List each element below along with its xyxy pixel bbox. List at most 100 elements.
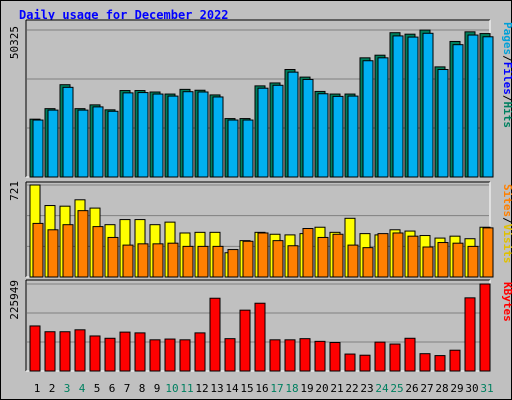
bar-visits_sites-sites-18 [287, 245, 299, 278]
bar-kbytes-kbytes-22 [344, 353, 356, 372]
x-tick-label: 19 [300, 382, 313, 395]
bar-kbytes-kbytes-9 [149, 339, 161, 372]
bar-visits_sites-sites-15 [242, 240, 254, 278]
bar-kbytes-kbytes-15 [239, 309, 251, 372]
legend-item: / [501, 55, 512, 62]
bar-kbytes-kbytes-1 [29, 325, 41, 372]
bar-visits_sites-sites-27 [422, 246, 434, 278]
bar-visits_sites-sites-9 [152, 243, 164, 278]
bar-kbytes-kbytes-5 [89, 335, 101, 372]
bar-kbytes-kbytes-7 [119, 331, 131, 372]
bar-hits_files-files-15 [242, 119, 254, 178]
bar-hits_files-files-14 [227, 119, 239, 178]
bar-kbytes-kbytes-21 [329, 342, 341, 372]
bar-kbytes-kbytes-16 [254, 302, 266, 372]
x-tick-label: 13 [210, 382, 223, 395]
bar-kbytes-kbytes-31 [479, 283, 491, 372]
bar-visits_sites-sites-30 [467, 245, 479, 278]
x-tick-label: 16 [255, 382, 268, 395]
bar-visits_sites-sites-17 [272, 240, 284, 278]
x-tick-label: 12 [195, 382, 208, 395]
bar-kbytes-kbytes-17 [269, 339, 281, 372]
bar-visits_sites-sites-6 [107, 236, 119, 278]
x-tick-label: 6 [109, 382, 116, 395]
bar-kbytes-kbytes-26 [404, 337, 416, 372]
bar-kbytes-kbytes-6 [104, 337, 116, 372]
ymax-label-visits_sites: 721 [8, 181, 21, 201]
x-tick-label: 20 [315, 382, 328, 395]
x-tick-label: 5 [94, 382, 101, 395]
bar-hits_files-files-3 [62, 86, 74, 178]
bar-hits_files-files-31 [482, 36, 494, 178]
bar-visits_sites-sites-22 [347, 244, 359, 278]
bar-hits_files-files-25 [392, 35, 404, 178]
legend-item: / [501, 95, 512, 102]
bar-kbytes-kbytes-20 [314, 340, 326, 372]
bar-hits_files-files-20 [317, 93, 329, 178]
bar-visits_sites-sites-3 [62, 224, 74, 278]
x-tick-label: 15 [240, 382, 253, 395]
bar-kbytes-kbytes-27 [419, 353, 431, 372]
bar-kbytes-kbytes-10 [164, 338, 176, 372]
x-tick-label: 31 [480, 382, 493, 395]
bar-hits_files-files-29 [452, 44, 464, 178]
x-tick-label: 4 [79, 382, 86, 395]
x-tick-label: 9 [154, 382, 161, 395]
bar-visits_sites-sites-16 [257, 232, 269, 278]
bar-hits_files-files-10 [167, 95, 179, 178]
bar-visits_sites-sites-10 [167, 242, 179, 278]
bar-hits_files-files-11 [182, 91, 194, 178]
bar-hits_files-files-1 [32, 119, 44, 178]
bar-visits_sites-sites-7 [122, 244, 134, 278]
x-tick-label: 11 [180, 382, 193, 395]
x-tick-label: 24 [375, 382, 389, 395]
bar-visits_sites-sites-19 [302, 228, 314, 278]
x-tick-label: 22 [345, 382, 358, 395]
bar-hits_files-files-2 [47, 109, 59, 178]
bar-visits_sites-sites-13 [212, 245, 224, 278]
x-tick-label: 2 [49, 382, 56, 395]
bar-visits_sites-sites-5 [92, 226, 104, 278]
bar-visits_sites-sites-11 [182, 245, 194, 278]
bar-visits_sites-sites-26 [407, 235, 419, 278]
bar-visits_sites-sites-20 [317, 236, 329, 278]
bar-hits_files-files-4 [77, 109, 89, 178]
x-tick-label: 27 [420, 382, 433, 395]
x-tick-label: 26 [405, 382, 418, 395]
bar-visits_sites-sites-12 [197, 245, 209, 278]
legend-item: Visits [501, 224, 512, 264]
x-tick-label: 3 [64, 382, 71, 395]
bar-kbytes-kbytes-8 [134, 332, 146, 372]
bar-kbytes-kbytes-14 [224, 338, 236, 372]
bar-hits_files-files-24 [377, 57, 389, 178]
bar-kbytes-kbytes-4 [74, 329, 86, 372]
bar-kbytes-kbytes-2 [44, 331, 56, 372]
bar-kbytes-kbytes-12 [194, 332, 206, 372]
bar-kbytes-kbytes-25 [389, 343, 401, 372]
bar-visits_sites-sites-25 [392, 232, 404, 278]
bar-hits_files-files-9 [152, 93, 164, 178]
x-tick-label: 7 [124, 382, 131, 395]
bar-visits_sites-sites-23 [362, 247, 374, 278]
bar-visits_sites-sites-4 [77, 210, 89, 278]
legend-item: Hits [501, 102, 512, 129]
bar-kbytes-kbytes-3 [59, 331, 71, 372]
bar-hits_files-files-22 [347, 95, 359, 178]
bar-kbytes-kbytes-18 [284, 339, 296, 372]
bar-hits_files-files-26 [407, 36, 419, 178]
x-tick-label: 28 [435, 382, 448, 395]
bar-hits_files-files-27 [422, 32, 434, 178]
bar-hits_files-files-13 [212, 96, 224, 178]
bar-hits_files-files-8 [137, 92, 149, 178]
bar-visits_sites-sites-31 [482, 227, 494, 278]
x-tick-label: 21 [330, 382, 343, 395]
legend-kbytes: KBytes [501, 282, 512, 322]
legend-item: KBytes [501, 282, 512, 322]
bar-visits_sites-sites-24 [377, 233, 389, 278]
bar-visits_sites-sites-1 [32, 222, 44, 278]
bar-kbytes-kbytes-28 [434, 355, 446, 372]
bar-hits_files-files-28 [437, 69, 449, 178]
x-tick-label: 10 [165, 382, 178, 395]
x-tick-label: 30 [465, 382, 478, 395]
